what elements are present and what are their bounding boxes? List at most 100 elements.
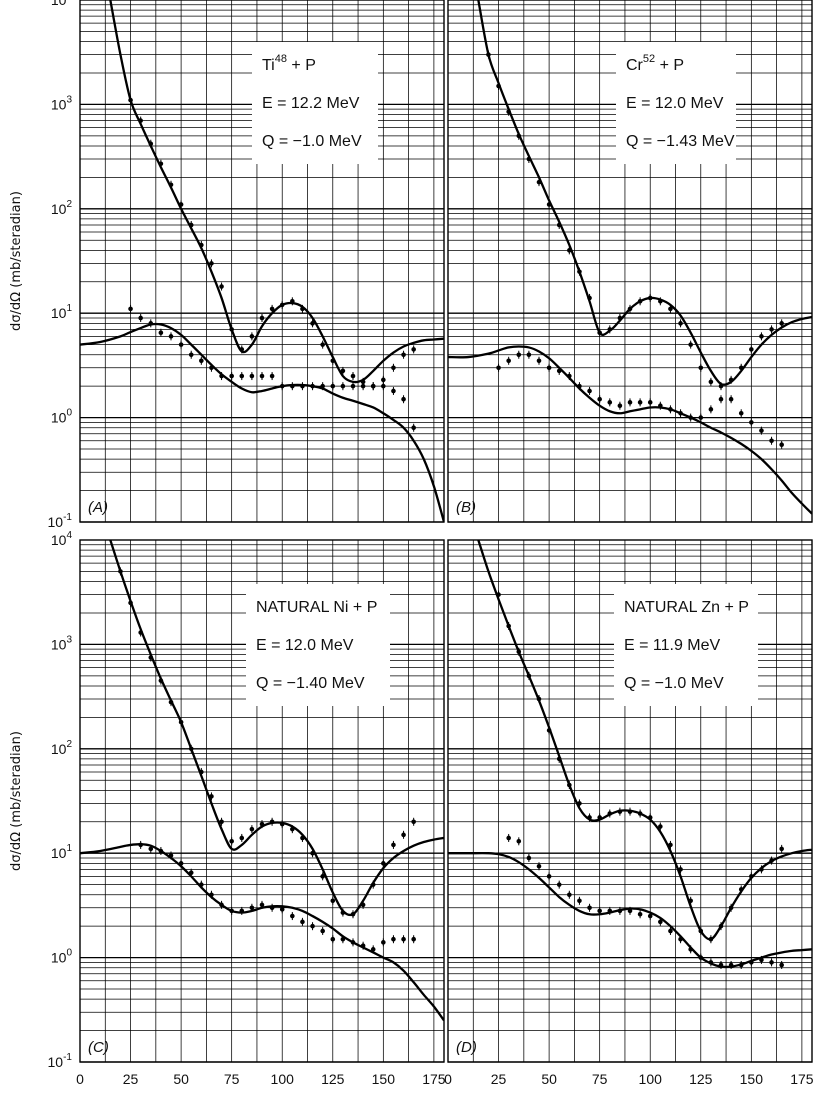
x-tick-label: 50 bbox=[541, 1071, 557, 1087]
data-point bbox=[728, 396, 734, 402]
data-point bbox=[658, 824, 663, 829]
data-point bbox=[381, 383, 386, 389]
data-point bbox=[411, 819, 416, 825]
data-point bbox=[300, 835, 305, 841]
y-tick-label: 103 bbox=[51, 94, 73, 112]
data-point bbox=[607, 811, 613, 816]
data-point bbox=[536, 358, 542, 364]
data-point bbox=[300, 919, 305, 925]
data-point bbox=[239, 908, 245, 914]
data-point bbox=[381, 861, 386, 866]
data-point bbox=[391, 365, 396, 371]
data-point bbox=[516, 352, 522, 358]
data-point bbox=[330, 936, 336, 942]
data-point bbox=[698, 415, 704, 420]
data-point bbox=[526, 352, 532, 358]
annotation-box: Ti48 + P E = 12.2 MeV Q = −1.0 MeV bbox=[252, 42, 378, 164]
data-point bbox=[678, 936, 683, 942]
data-point bbox=[506, 835, 511, 841]
data-point bbox=[779, 846, 784, 852]
data-point bbox=[546, 202, 552, 207]
data-point bbox=[668, 842, 673, 848]
data-point bbox=[668, 407, 673, 412]
data-point bbox=[708, 379, 714, 385]
data-point bbox=[577, 801, 582, 806]
plot-frame bbox=[79, 0, 445, 523]
inelastic-points bbox=[496, 350, 784, 449]
data-point bbox=[506, 623, 511, 629]
elastic-points bbox=[486, 50, 784, 391]
data-point bbox=[577, 898, 582, 904]
x-tick-label: 25 bbox=[123, 1071, 139, 1087]
data-point bbox=[749, 874, 754, 879]
data-point bbox=[718, 923, 724, 929]
data-point bbox=[310, 850, 315, 856]
data-point bbox=[496, 83, 501, 89]
data-point bbox=[128, 306, 133, 312]
data-point bbox=[168, 334, 174, 339]
data-point bbox=[617, 908, 623, 914]
data-point bbox=[229, 839, 234, 844]
x-tick-label: 75 bbox=[224, 1071, 240, 1087]
data-point bbox=[330, 898, 336, 904]
data-point bbox=[168, 699, 174, 705]
data-point bbox=[199, 358, 204, 364]
x-tick-label: 100 bbox=[271, 1071, 295, 1087]
data-point bbox=[738, 410, 744, 416]
data-point bbox=[350, 911, 356, 917]
data-point bbox=[381, 377, 386, 383]
elastic-points bbox=[118, 567, 416, 919]
data-point bbox=[391, 936, 396, 942]
data-point bbox=[229, 373, 234, 379]
data-point bbox=[300, 383, 305, 389]
y-axis-label: dσ/dΩ (mb/steradian) bbox=[9, 191, 24, 331]
data-point bbox=[209, 892, 214, 898]
data-point bbox=[617, 809, 623, 814]
data-point bbox=[496, 592, 501, 597]
data-point bbox=[668, 306, 673, 312]
x-tick-label: 100 bbox=[639, 1071, 663, 1087]
data-point bbox=[199, 242, 204, 248]
data-point bbox=[411, 347, 416, 352]
annotation-box: NATURAL Zn + P E = 11.9 MeV Q = −1.0 MeV bbox=[614, 584, 758, 706]
data-point bbox=[577, 269, 582, 274]
data-point bbox=[678, 867, 683, 872]
data-point bbox=[158, 330, 164, 336]
data-point bbox=[587, 388, 592, 394]
data-point bbox=[249, 826, 255, 832]
data-point bbox=[411, 425, 416, 431]
annotation-line: NATURAL Zn + P bbox=[624, 599, 749, 616]
data-point bbox=[728, 377, 734, 383]
data-point bbox=[688, 415, 693, 420]
data-point bbox=[340, 383, 346, 389]
data-point bbox=[728, 962, 734, 968]
data-point bbox=[526, 673, 532, 679]
data-point bbox=[567, 782, 572, 788]
data-point bbox=[259, 315, 265, 321]
data-point bbox=[360, 902, 366, 908]
data-point bbox=[526, 855, 532, 861]
annotation-line: E = 12.0 MeV bbox=[626, 95, 724, 112]
data-point bbox=[718, 396, 724, 402]
y-tick-label: 100 bbox=[51, 948, 73, 966]
inelastic-points bbox=[506, 833, 784, 969]
data-point bbox=[360, 943, 366, 949]
data-point bbox=[749, 960, 754, 965]
data-point bbox=[370, 383, 376, 389]
annotation-line: E = 11.9 MeV bbox=[624, 637, 721, 654]
data-point bbox=[556, 222, 562, 228]
panel-b: Cr52 + P E = 12.0 MeV Q = −1.43 MeV (B) bbox=[447, 0, 813, 523]
x-tick-label: 125 bbox=[321, 1071, 345, 1087]
data-point bbox=[759, 428, 764, 433]
data-point bbox=[607, 400, 613, 405]
panel-c: NATURAL Ni + P E = 12.0 MeV Q = −1.40 MeV (… bbox=[9, 530, 446, 1087]
data-point bbox=[178, 861, 184, 866]
elastic-points bbox=[496, 590, 784, 944]
data-point bbox=[290, 913, 295, 919]
data-point bbox=[229, 327, 234, 332]
data-point bbox=[269, 819, 275, 825]
annotation-line: E = 12.2 MeV bbox=[262, 95, 360, 112]
inelastic-curve bbox=[448, 345, 812, 515]
panel-label: (C) bbox=[88, 1039, 109, 1056]
